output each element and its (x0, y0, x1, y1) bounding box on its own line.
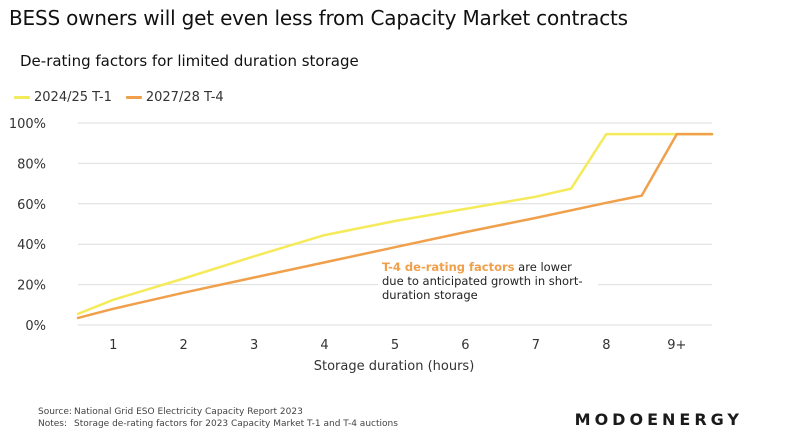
notes-text: Storage de-rating factors for 2023 Capac… (74, 419, 398, 429)
source-text: National Grid ESO Electricity Capacity R… (74, 407, 303, 417)
x-tick-label: 1 (109, 338, 117, 353)
brand-logo: MODOENERGY (574, 410, 743, 429)
chart-annotation: T-4 de-rating factors are lower due to a… (378, 258, 598, 304)
chart-legend: 2024/25 T-1 2027/28 T-4 (14, 90, 224, 105)
y-tick-label: 0% (25, 319, 46, 334)
x-tick-label: 5 (391, 338, 399, 353)
legend-swatch-series-2 (125, 96, 142, 99)
legend-item-series-1: 2024/25 T-1 (14, 90, 112, 105)
y-tick-label: 80% (17, 157, 46, 172)
y-tick-label: 20% (17, 279, 46, 294)
x-axis-ticks: 1 2 3 4 5 6 7 8 9+ (109, 338, 686, 353)
footer-notes: Source: National Grid ESO Electricity Ca… (38, 406, 398, 430)
series-lines (76, 132, 714, 320)
x-axis-label: Storage duration (hours) (314, 359, 475, 374)
annotation-text: are lower due to anticipated growth in s… (382, 260, 583, 302)
source-label: Source: (38, 407, 72, 417)
page-title: BESS owners will get even less from Capa… (9, 6, 628, 30)
legend-label-series-2: 2027/28 T-4 (145, 90, 224, 105)
notes-label: Notes: (38, 419, 68, 429)
legend-swatch-series-1 (14, 96, 30, 99)
x-tick-label: 7 (532, 338, 540, 353)
legend-item-series-2: 2027/28 T-4 (125, 90, 224, 105)
legend-label-series-1: 2024/25 T-1 (34, 90, 112, 105)
x-tick-label: 6 (461, 338, 469, 353)
annotation-highlight: T-4 de-rating factors (382, 260, 515, 274)
x-tick-label: 4 (320, 338, 328, 353)
y-axis-ticks: 0% 20% 40% 60% 80% 100% (9, 117, 46, 334)
series-line-1 (76, 132, 714, 316)
chart-subtitle: De-rating factors for limited duration s… (20, 52, 359, 70)
y-tick-label: 40% (17, 238, 46, 253)
series-line-2 (76, 132, 714, 320)
y-tick-label: 100% (9, 117, 46, 132)
x-tick-label: 3 (250, 338, 258, 353)
x-tick-label: 8 (602, 338, 610, 353)
y-tick-label: 60% (17, 198, 46, 213)
x-tick-label: 9+ (667, 338, 686, 353)
x-tick-label: 2 (180, 338, 188, 353)
